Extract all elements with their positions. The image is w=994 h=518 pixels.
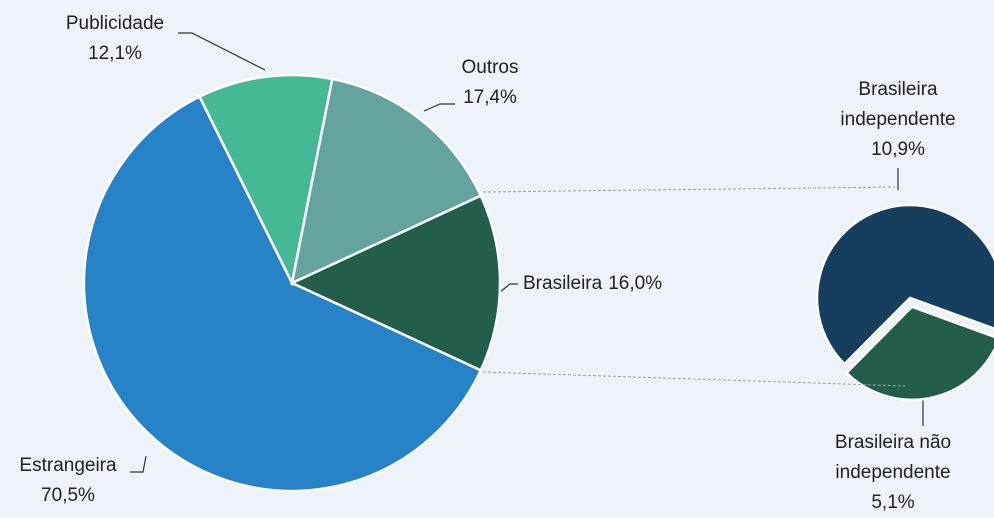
category-label: Brasileira não independente [834,432,952,483]
leader-line [499,283,518,293]
value-label: 5,1% [871,492,915,513]
pie-slice [844,305,994,401]
connector-line [482,371,906,387]
slice-label: Estrangeira 70,5% [19,451,116,511]
pie-slice [815,203,994,366]
pie-slice [289,194,502,372]
category-label: Estrangeira [19,455,117,476]
connector-line [482,186,896,193]
leader-line [130,455,147,473]
connectors [482,186,906,387]
slice-label: Publicidade 12,1% [66,9,164,69]
slice-label: Brasileira não independente 5,1% [808,428,978,518]
slice-label: Brasileira 16,0% [523,269,662,299]
pie-slice [82,94,483,493]
value-label: 16,0% [608,273,663,294]
category-label: Publicidade [65,13,165,34]
slice-label: Outros 17,4% [461,53,518,113]
leader-line [423,103,455,112]
category-label: Brasileira [523,273,603,294]
category-label: Brasileira independente [840,79,956,130]
value-label: 70,5% [41,485,95,506]
value-label: 17,4% [463,87,517,108]
value-label: 10,9% [871,139,925,160]
leader-line [178,32,266,71]
category-label: Outros [461,57,519,78]
slice-label: Brasileira independente 10,9% [818,75,978,165]
pie-slice [290,77,483,286]
pie-slice [197,73,334,287]
value-label: 12,1% [88,43,142,64]
